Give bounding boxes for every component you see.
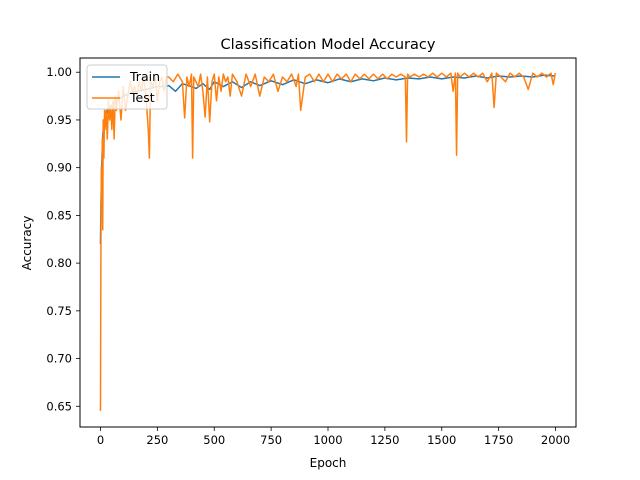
x-tick-label: 750 <box>260 433 282 447</box>
x-tick-label: 1000 <box>313 433 342 447</box>
y-tick-label: 0.70 <box>46 352 72 366</box>
legend-label-train: Train <box>129 69 160 84</box>
x-tick-label: 0 <box>97 433 104 447</box>
axis-ticks: 0 250 500 750 1000 1250 1500 1750 2000 0.65 0.70 0.… <box>46 65 570 447</box>
x-tick-label: 1250 <box>370 433 399 447</box>
legend: Train Test <box>86 64 168 110</box>
y-tick-label: 1.00 <box>46 65 72 79</box>
y-axis-label: Accuracy <box>20 216 34 271</box>
plot-frame <box>79 57 577 428</box>
x-tick-label: 1750 <box>484 433 513 447</box>
chart-title: Classification Model Accuracy <box>221 37 436 53</box>
legend-label-test: Test <box>129 90 155 105</box>
y-tick-label: 0.75 <box>46 304 72 318</box>
y-tick-label: 0.85 <box>46 208 72 222</box>
y-tick-label: 0.65 <box>46 399 72 413</box>
x-tick-label: 2000 <box>541 433 570 447</box>
x-tick-label: 250 <box>146 433 168 447</box>
y-tick-label: 0.90 <box>46 161 72 175</box>
x-axis-label: Epoch <box>310 456 347 470</box>
y-tick-label: 0.95 <box>46 113 72 127</box>
x-tick-label: 500 <box>203 433 225 447</box>
y-tick-label: 0.80 <box>46 256 72 270</box>
x-tick-label: 1500 <box>427 433 456 447</box>
